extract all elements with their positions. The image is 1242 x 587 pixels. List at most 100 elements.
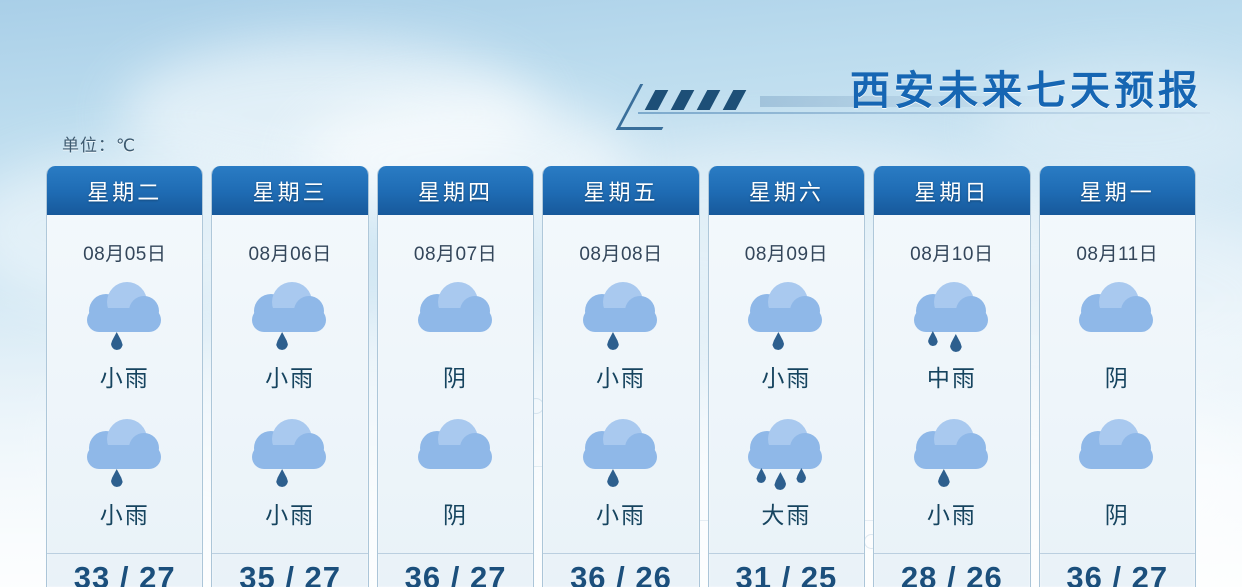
weekday-header: 星期一: [1039, 166, 1195, 215]
banner-slash-icon: [722, 90, 747, 110]
rain-drop-icon: [606, 469, 619, 487]
daytime-weather: 中雨: [906, 278, 998, 393]
temperature-divider: [543, 553, 699, 554]
nighttime-condition-label: 大雨: [761, 502, 812, 528]
cloud-base: [417, 445, 492, 469]
cloud-overcast-icon: [1071, 415, 1163, 487]
weekday-header: 星期五: [543, 166, 699, 215]
daytime-condition-label: 阴: [443, 365, 469, 391]
nighttime-condition-label: 小雨: [265, 502, 316, 528]
weekday-header: 星期二: [47, 166, 203, 215]
date-label: 08月06日: [248, 244, 332, 265]
nighttime-weather: 小雨: [244, 415, 336, 530]
cloud-overcast-icon: [410, 278, 502, 350]
cloud-overcast-icon: [1071, 278, 1163, 350]
date-label: 08月07日: [413, 244, 498, 265]
rain-drop-icon: [772, 332, 785, 350]
title-banner: 西安未来七天预报: [615, 28, 1220, 130]
date-label: 08月09日: [744, 244, 829, 265]
cloud-base: [252, 308, 327, 332]
rain-drop-icon: [756, 468, 767, 483]
nighttime-condition-label: 小雨: [99, 502, 150, 528]
nighttime-condition-label: 阴: [443, 502, 469, 528]
temperature-divider: [47, 553, 203, 554]
rain-drop-icon: [110, 332, 123, 350]
nighttime-weather: 阴: [1071, 415, 1163, 530]
date-label: 08月08日: [579, 244, 663, 265]
banner-bar: [760, 96, 1060, 107]
rain-drop-icon: [276, 332, 289, 350]
daytime-weather: 小雨: [244, 278, 336, 393]
temperature-range: 28 / 26: [900, 560, 1003, 587]
nighttime-condition-label: 小雨: [595, 502, 646, 528]
weekday-header: 星期六: [708, 166, 865, 215]
unit-label: 单位：℃: [62, 136, 137, 155]
temperature-divider: [377, 553, 534, 554]
forecast-table: 星期二 08月05日 小雨 小雨 33 / 27 星期三 08月06日 小雨 小雨 35 / 27…: [46, 166, 1196, 587]
cloud-base: [1079, 308, 1154, 332]
cloud-rain-light-icon: [79, 415, 171, 487]
daytime-condition-label: 中雨: [926, 365, 977, 391]
temperature-range: 36 / 27: [1066, 560, 1169, 587]
rain-drop-icon: [927, 331, 938, 346]
rain-drop-icon: [949, 334, 962, 352]
daytime-weather: 阴: [1071, 278, 1163, 393]
date-label: 08月10日: [910, 244, 994, 265]
cloud-base: [748, 308, 823, 332]
weekday-header: 星期日: [874, 166, 1030, 215]
daytime-weather: 小雨: [575, 278, 667, 393]
cloud-rain-moderate-icon: [906, 278, 998, 352]
cloud-rain-light-icon: [244, 278, 336, 350]
cloud-rain-heavy-icon: [740, 415, 832, 490]
date-label: 08月11日: [1076, 244, 1159, 265]
day-column[interactable]: 星期六 08月09日 小雨 大雨 31 / 25: [707, 166, 866, 587]
daytime-weather: 阴: [410, 278, 502, 393]
date-label: 08月05日: [83, 244, 167, 265]
temperature-range: 36 / 26: [570, 560, 672, 587]
cloud-rain-light-icon: [906, 415, 998, 487]
temperature-divider: [1039, 553, 1195, 554]
nighttime-weather: 小雨: [79, 415, 171, 530]
cloud-rain-light-icon: [740, 278, 832, 350]
daytime-condition-label: 小雨: [99, 365, 150, 391]
day-column[interactable]: 星期日 08月10日中雨小雨 28 / 26: [873, 166, 1031, 587]
cloud-base: [86, 308, 161, 332]
nighttime-weather: 阴: [410, 415, 502, 530]
rain-drop-icon: [276, 469, 289, 487]
nighttime-condition-label: 小雨: [926, 502, 977, 528]
cloud-overcast-icon: [410, 415, 502, 487]
cloud-rain-light-icon: [244, 415, 336, 487]
daytime-condition-label: 阴: [1104, 365, 1130, 391]
cloud-base: [86, 445, 161, 469]
cloud-base: [748, 445, 823, 469]
cloud-base: [913, 308, 988, 332]
cloud-base: [582, 445, 657, 469]
rain-drop-icon: [606, 332, 619, 350]
day-column[interactable]: 星期二 08月05日 小雨 小雨 33 / 27: [46, 166, 204, 587]
temperature-divider: [874, 553, 1030, 554]
daytime-weather: 小雨: [740, 278, 832, 393]
day-column[interactable]: 星期五 08月08日 小雨 小雨 36 / 26: [542, 166, 700, 587]
nighttime-weather: 大雨: [740, 415, 832, 530]
temperature-divider: [212, 553, 368, 554]
day-column[interactable]: 星期三 08月06日 小雨 小雨 35 / 27: [211, 166, 369, 587]
cloud-base: [1079, 445, 1154, 469]
cloud-rain-light-icon: [575, 278, 667, 350]
banner-slash-icon: [696, 90, 721, 110]
rain-drop-icon: [110, 469, 123, 487]
rain-drop-icon: [774, 472, 787, 490]
page-title: 西安未来七天预报: [850, 69, 1202, 113]
rain-drop-icon: [796, 468, 807, 483]
weekday-header: 星期四: [377, 166, 534, 215]
daytime-condition-label: 小雨: [265, 365, 316, 391]
cloud-rain-light-icon: [575, 415, 667, 487]
cloud-base: [252, 445, 327, 469]
temperature-divider: [708, 553, 865, 554]
nighttime-condition-label: 阴: [1104, 502, 1130, 528]
daytime-weather: 小雨: [79, 278, 171, 393]
day-column[interactable]: 星期一 08月11日阴阴 36 / 27: [1038, 166, 1196, 587]
temperature-range: 35 / 27: [239, 560, 342, 587]
cloud-rain-light-icon: [79, 278, 171, 350]
day-column[interactable]: 星期四 08月07日阴阴 36 / 27: [376, 166, 535, 587]
cloud-base: [417, 308, 492, 332]
